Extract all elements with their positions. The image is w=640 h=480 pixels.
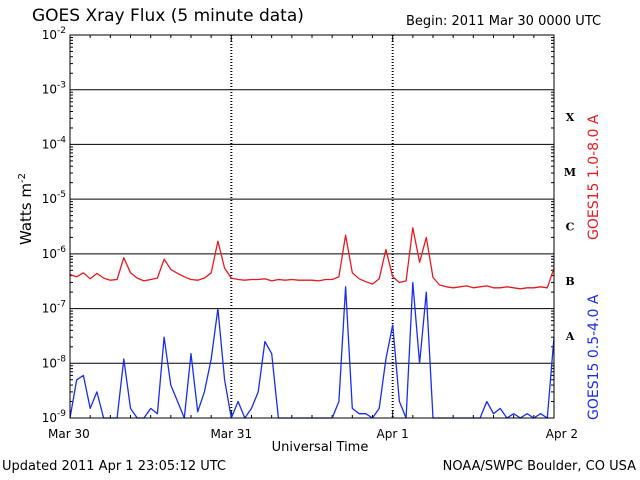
y-tick-label: 10-3 bbox=[42, 81, 66, 97]
y-tick-label: 10-4 bbox=[42, 135, 67, 151]
series-short-line bbox=[69, 281, 555, 419]
grid-lines bbox=[70, 34, 554, 419]
flare-class-label: C bbox=[566, 221, 575, 234]
y-tick-label: 10-5 bbox=[42, 190, 66, 206]
y-tick-labels: 10-2 10-3 10-4 10-5 10-6 10-7 10-8 10-9 bbox=[42, 26, 67, 425]
flare-class-label: A bbox=[565, 330, 575, 343]
axis-ticks bbox=[69, 35, 555, 418]
x-tick-label: Mar 31 bbox=[210, 427, 252, 441]
y-tick-label: 10-9 bbox=[42, 409, 67, 425]
y-tick-label: 10-2 bbox=[42, 26, 66, 42]
x-tick-label: Mar 30 bbox=[48, 427, 90, 441]
updated-timestamp: Updated 2011 Apr 1 23:05:12 UTC bbox=[2, 459, 226, 474]
series-long-line bbox=[69, 227, 555, 290]
series-layer bbox=[69, 227, 555, 419]
flare-class-labels: X M C B A bbox=[564, 111, 576, 343]
flare-class-label: M bbox=[564, 166, 576, 179]
flare-class-label: B bbox=[565, 275, 574, 288]
begin-time-label: Begin: 2011 Mar 30 0000 UTC bbox=[406, 14, 602, 29]
y-tick-label: 10-7 bbox=[42, 300, 66, 316]
x-tick-label: Apr 1 bbox=[377, 427, 409, 441]
chart-title: GOES Xray Flux (5 minute data) bbox=[32, 6, 304, 26]
plot-frame bbox=[69, 34, 555, 419]
flare-class-label: X bbox=[566, 111, 575, 124]
y-tick-label: 10-6 bbox=[42, 245, 67, 261]
credit-text: NOAA/SWPC Boulder, CO USA bbox=[442, 459, 636, 474]
x-axis-title: Universal Time bbox=[271, 440, 369, 455]
legend-short-channel: GOES15 0.5-4.0 A bbox=[586, 294, 602, 420]
y-tick-label: 10-8 bbox=[42, 354, 67, 370]
x-tick-label: Apr 2 bbox=[546, 427, 578, 441]
x-tick-labels: Mar 30 Mar 31 Apr 1 Apr 2 bbox=[48, 427, 578, 441]
legend-long-channel: GOES15 1.0-8.0 A bbox=[586, 114, 602, 240]
